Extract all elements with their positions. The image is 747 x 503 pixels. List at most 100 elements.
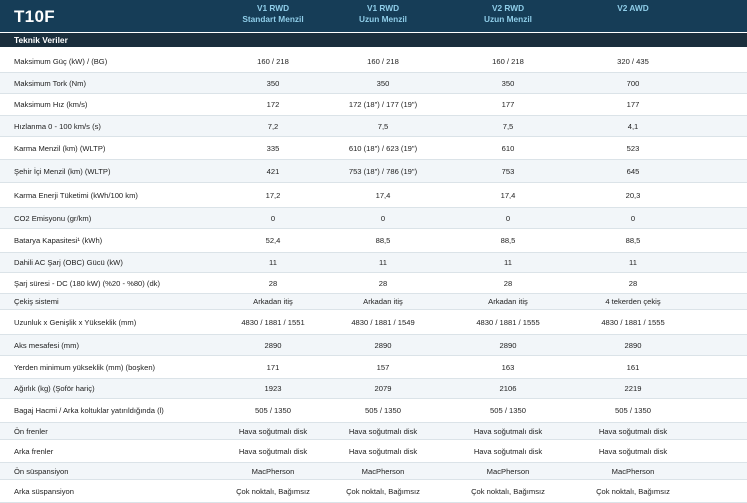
cell-value: Arkadan itiş [363,297,403,306]
cell-value: 7,2 [267,121,279,131]
cell-value: 421 [266,166,280,176]
cell-value: 11 [269,258,277,267]
section-header: Teknik Veriler [0,33,747,47]
table-row: Bagaj Hacmi / Arka koltuklar yatırıldığı… [0,399,747,423]
cell-value: 523 [626,143,640,153]
row-label: Arka süspansiyon [14,486,74,496]
cell-value: 753 (18") / 786 (19") [348,166,418,176]
cell-value: 4830 / 1881 / 1551 [241,317,305,327]
cell-value: Hava soğutmalı disk [598,426,668,436]
column-header-v2-awd: V2 AWD [574,3,692,14]
cell-value: 505 / 1350 [255,406,291,415]
row-label: Batarya Kapasitesi¹ (kWh) [14,236,103,245]
table-row: Karma Menzil (km) (WLTP) 335 610 (18") /… [0,137,747,160]
row-label: Arka frenler [14,446,54,456]
table-row: Çekiş sistemi Arkadan itiş Arkadan itiş … [0,294,747,310]
row-label: Dahili AC Şarj (OBC) Gücü (kW) [14,258,123,267]
cell-value: Arkadan itiş [488,297,528,306]
cell-value: Çok noktalı, Bağımsız [236,486,310,496]
cell-value: 28 [628,278,638,288]
cell-value: Çok noktalı, Bağımsız [346,486,420,496]
row-label: Uzunluk x Genişlik x Yükseklik (mm) [14,317,137,327]
cell-value: 28 [268,278,278,288]
cell-value: Hava soğutmalı disk [473,426,543,436]
table-row: Ön süspansiyon MacPherson MacPherson Mac… [0,463,747,480]
cell-value: Hava soğutmalı disk [473,446,543,456]
table-row: Karma Enerji Tüketimi (kWh/100 km) 17,2 … [0,183,747,208]
table-row: Yerden minimum yükseklik (mm) (boşken) 1… [0,356,747,379]
cell-value: 4830 / 1881 / 1549 [351,317,415,327]
column-header-v1-rwd-standard: V1 RWD Standart Menzil [218,3,328,25]
row-label: Ön süspansiyon [14,466,69,476]
cell-value: 20,3 [625,190,641,200]
cell-value: Çok noktalı, Bağımsız [596,486,670,496]
table-row: Şehir İçi Menzil (km) (WLTP) 421 753 (18… [0,160,747,183]
table-row: Aks mesafesi (mm) 2890 2890 2890 2890 [0,335,747,356]
cell-value: MacPherson [486,466,530,476]
cell-value: 11 [504,258,512,267]
cell-value: 160 / 218 [367,57,399,66]
cell-value: 505 / 1350 [490,406,526,415]
cell-value: 28 [378,278,388,288]
row-label: Ön frenler [14,426,48,436]
cell-value: Hava soğutmalı disk [348,446,418,456]
table-row: Şarj süresi - DC (180 kW) (%20 - %80) (d… [0,273,747,294]
cell-value: 645 [626,166,640,176]
cell-value: 2219 [624,384,642,393]
column-header-line1: V1 RWD [366,3,400,13]
table-row: Arka frenler Hava soğutmalı disk Hava so… [0,440,747,463]
cell-value: Hava soğutmalı disk [598,446,668,456]
row-label: Maksimum Tork (Nm) [14,78,86,88]
table-row: Ön frenler Hava soğutmalı disk Hava soğu… [0,423,747,440]
cell-value: 161 [626,362,640,372]
cell-value: Arkadan itiş [253,297,293,306]
cell-value: 610 [501,143,515,153]
table-row: Maksimum Tork (Nm) 350 350 350 700 [0,73,747,94]
cell-value: 4830 / 1881 / 1555 [601,317,665,327]
cell-value: 2106 [499,384,517,393]
cell-value: 52,4 [265,236,281,245]
row-label: Karma Enerji Tüketimi (kWh/100 km) [14,190,138,200]
cell-value: 17,2 [265,190,281,200]
table-row: Maksimum Hız (km/s) 172 172 (18") / 177 … [0,94,747,116]
cell-value: 320 / 435 [617,57,649,66]
cell-value: 350 [501,78,515,88]
cell-value: 350 [376,78,390,88]
cell-value: 335 [266,143,280,153]
cell-value: 0 [380,213,386,223]
table-row: Hızlanma 0 - 100 km/s (s) 7,2 7,5 7,5 4,… [0,116,747,137]
cell-value: MacPherson [251,466,295,476]
cell-value: Hava soğutmalı disk [348,426,418,436]
cell-value: 350 [266,78,280,88]
column-header-line2: Uzun Menzil [484,14,532,24]
cell-value: 4830 / 1881 / 1555 [476,317,540,327]
cell-value: Çok noktalı, Bağımsız [471,486,545,496]
row-label: Yerden minimum yükseklik (mm) (boşken) [14,362,156,372]
row-label: Şarj süresi - DC (180 kW) (%20 - %80) (d… [14,278,160,288]
cell-value: 88,5 [375,236,391,245]
cell-value: 17,4 [500,190,516,200]
column-header-line1: V2 AWD [617,3,649,13]
cell-value: 7,5 [377,121,389,131]
cell-value: 0 [630,213,636,223]
cell-value: Hava soğutmalı disk [238,426,308,436]
cell-value: 0 [505,213,511,223]
cell-value: 2890 [499,340,517,350]
cell-value: 11 [629,258,637,267]
cell-value: 157 [376,362,390,372]
row-label: Maksimum Hız (km/s) [14,100,88,109]
column-header-line2: Standart Menzil [242,14,304,24]
cell-value: 172 [266,100,280,109]
cell-value: 4 tekerden çekiş [605,297,661,306]
table-row: Maksimum Güç (kW) / (BG) 160 / 218 160 /… [0,51,747,73]
cell-value: 28 [503,278,513,288]
model-title: T10F [14,7,55,26]
cell-value: 177 [626,100,640,109]
row-label: Hızlanma 0 - 100 km/s (s) [14,121,101,131]
cell-value: Hava soğutmalı disk [238,446,308,456]
row-label: Çekiş sistemi [14,297,59,306]
cell-value: 88,5 [625,236,641,245]
cell-value: 160 / 218 [492,57,524,66]
cell-value: 7,5 [502,121,514,131]
column-header-line1: V2 RWD [491,3,525,13]
